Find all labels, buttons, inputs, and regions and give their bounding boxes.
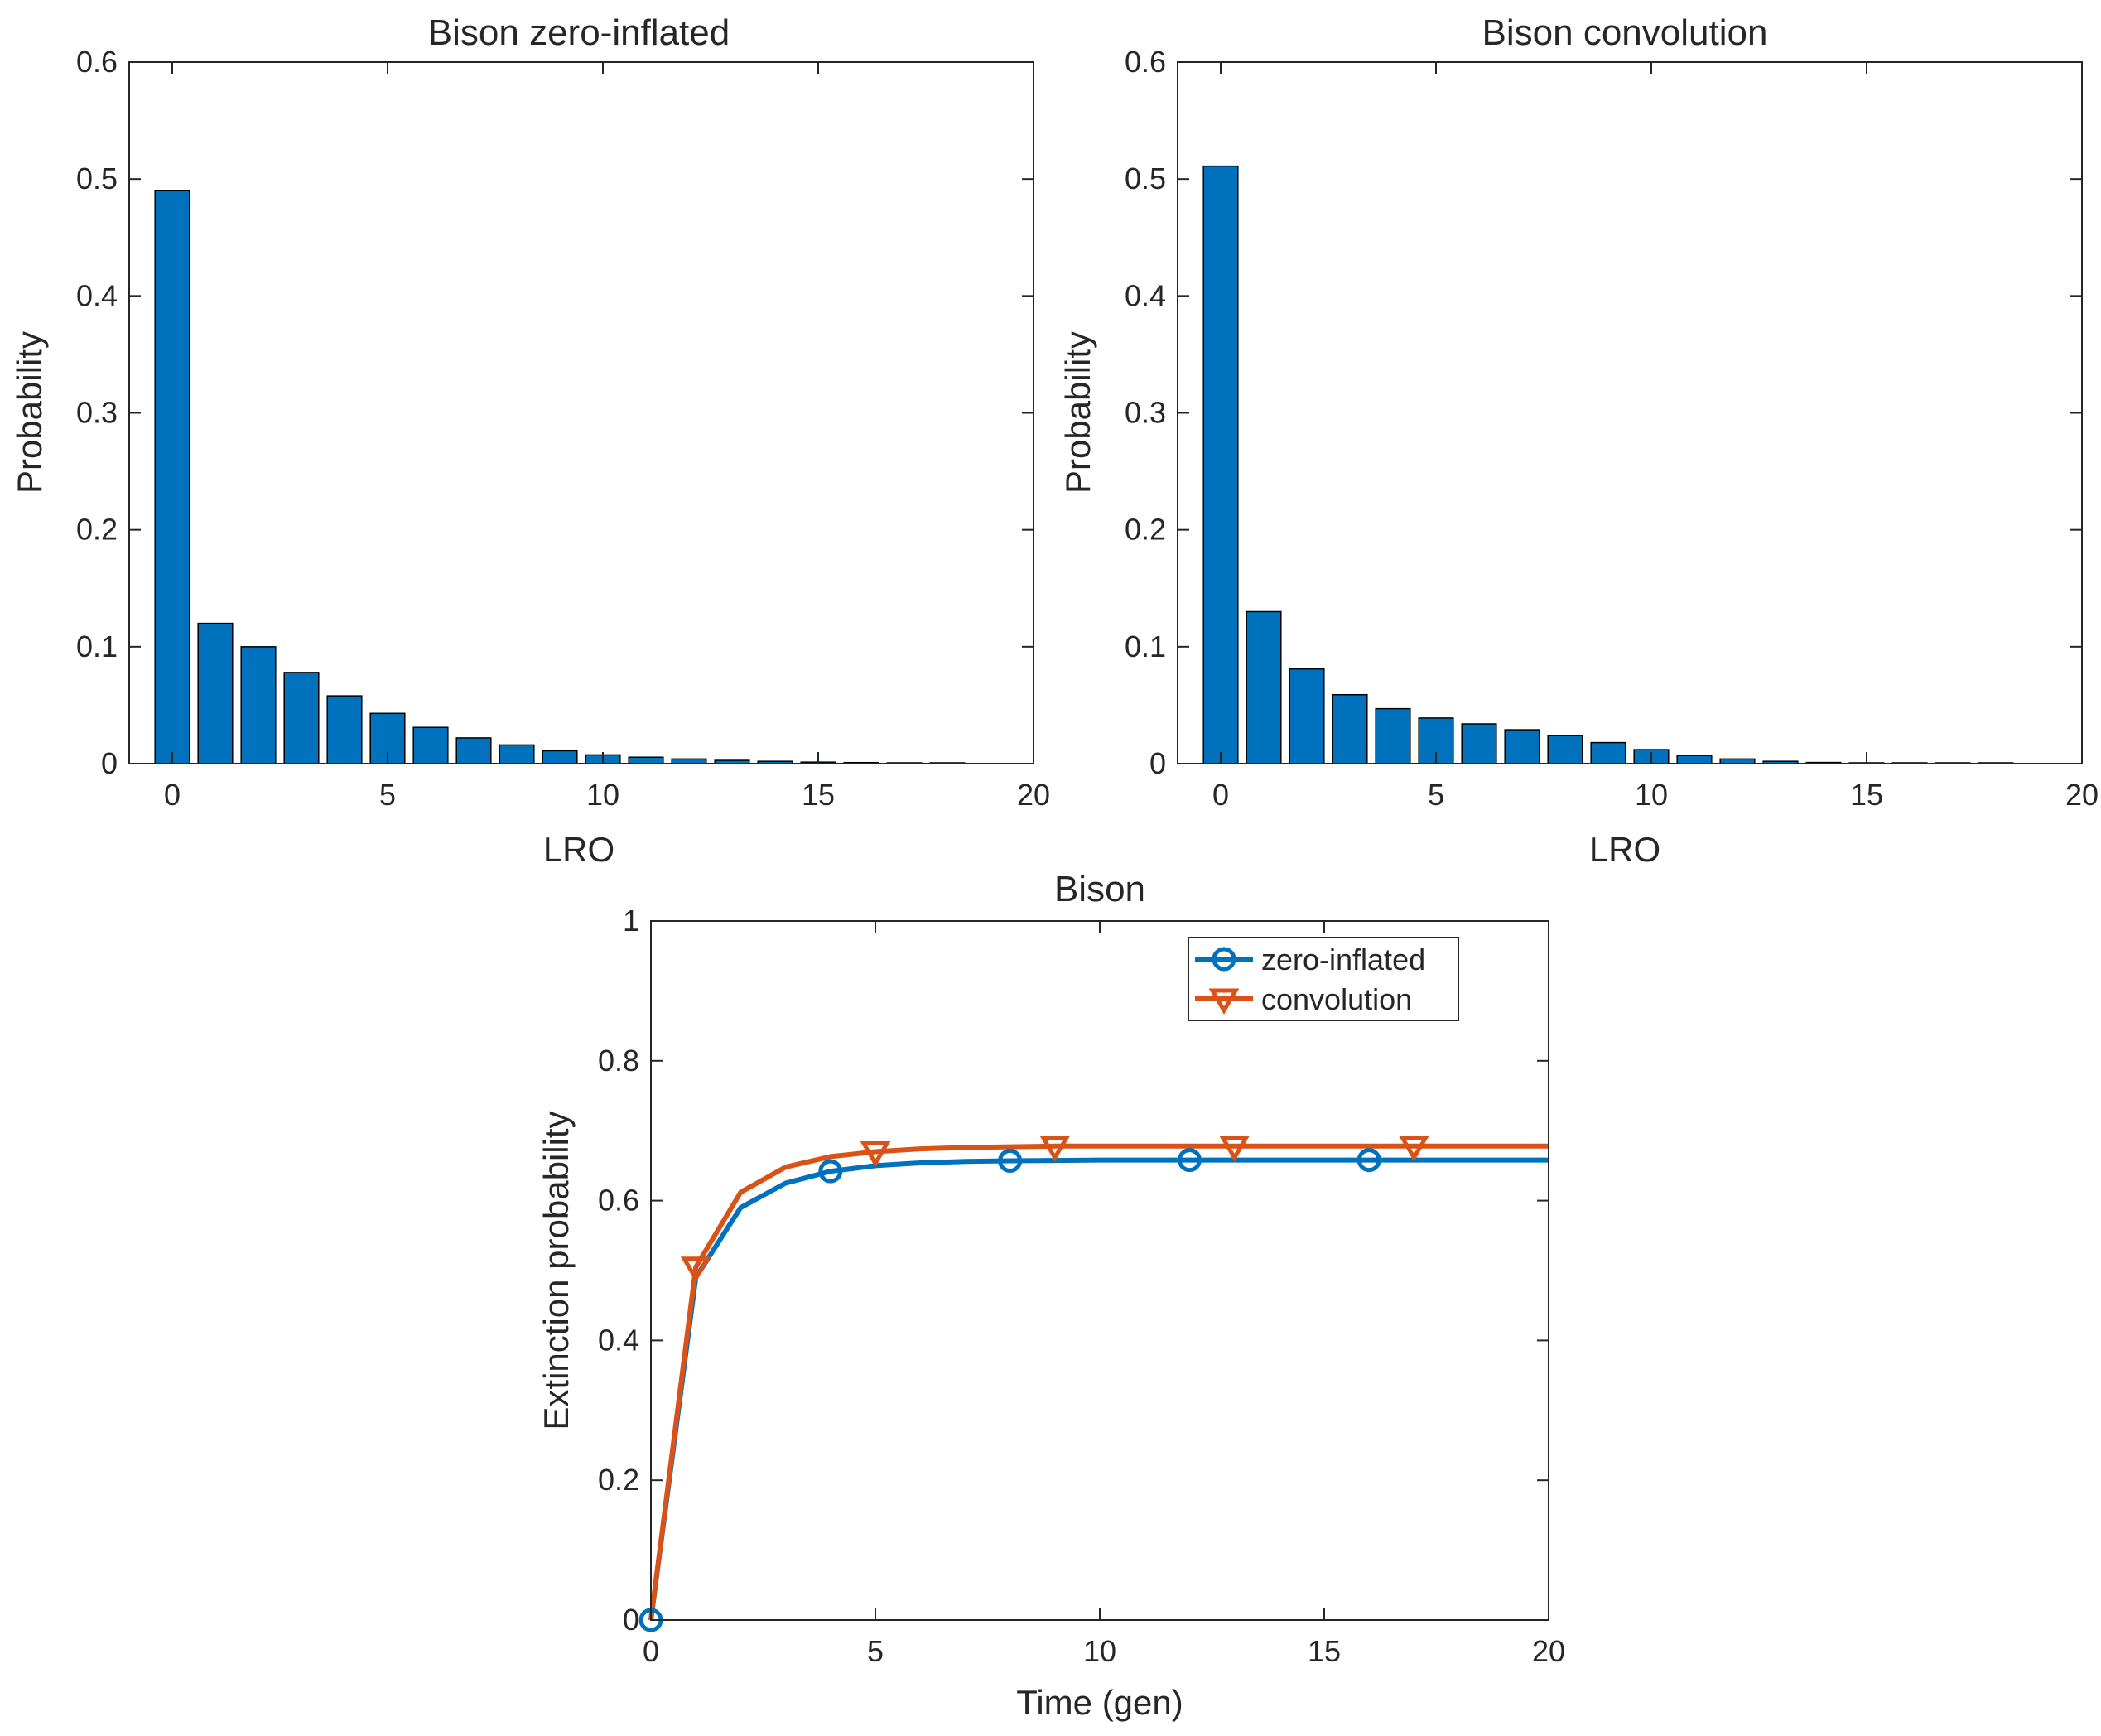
panel-extinction: Bison 0 0.2 0.4 0.6 0.8 1 0 5 10 15 20 Time (gen)… — [537, 869, 1565, 1722]
plot-area-frame — [128, 61, 1034, 764]
bar — [542, 750, 578, 764]
bar — [455, 737, 492, 764]
x-tick-label: 15 — [1308, 1634, 1341, 1668]
bar — [154, 190, 190, 764]
data-point-triangle — [1219, 1136, 1250, 1162]
y-tick-label: 0.1 — [1125, 629, 1166, 663]
y-tick-label: 0.2 — [598, 1463, 639, 1497]
data-point-circle — [1177, 1148, 1202, 1173]
series-line-convolution — [648, 1143, 1549, 1621]
x-tick-label: 15 — [802, 778, 835, 812]
series-line-zero-inflated — [648, 1157, 1549, 1621]
x-tick-label: 10 — [1635, 778, 1668, 812]
y-tick-label: 0.4 — [598, 1323, 639, 1357]
bar — [283, 672, 320, 764]
y-tick-label: 0.3 — [76, 396, 118, 430]
bar — [1246, 610, 1282, 764]
plot-area-frame — [650, 920, 1549, 1621]
y-tick-label: 0.5 — [76, 162, 118, 195]
y-tick-label: 0 — [623, 1603, 639, 1637]
y-tick-label: 0.3 — [1125, 396, 1166, 430]
x-tick-label: 0 — [643, 1634, 659, 1668]
data-point-triangle — [1399, 1136, 1429, 1162]
legend-marker-triangle — [1208, 988, 1240, 1015]
bar — [412, 726, 449, 764]
x-tick-label: 20 — [2065, 778, 2099, 812]
y-tick-label: 0.1 — [76, 629, 118, 663]
y-axis-ticks: 0 0.2 0.4 0.6 0.8 1 — [598, 904, 1549, 1637]
x-tick-label: 5 — [1428, 778, 1444, 812]
chart-title: Bison convolution — [1482, 12, 1768, 53]
y-axis-label: Probability — [10, 331, 49, 494]
x-tick-label: 0 — [1212, 778, 1229, 812]
bar — [1202, 165, 1239, 764]
x-axis-ticks: 0 5 10 15 20 — [164, 62, 1050, 812]
x-tick-label: 10 — [586, 778, 619, 812]
bar — [1590, 741, 1626, 764]
x-tick-label: 5 — [867, 1634, 884, 1668]
data-point-circle — [818, 1159, 843, 1184]
data-point-circle — [998, 1148, 1023, 1173]
panel-convolution: Bison convolution 0 0.1 0.2 0.3 0.4 0.5 0.6 0 5… — [1058, 12, 2099, 869]
bar — [499, 744, 535, 764]
y-axis-label: Probability — [1058, 331, 1097, 494]
x-axis-label: LRO — [1589, 830, 1660, 869]
bar — [1461, 723, 1497, 764]
y-tick-label: 0.2 — [76, 513, 118, 547]
line-series — [638, 1136, 1549, 1632]
bar — [1676, 755, 1713, 764]
legend-marker-circle — [1212, 947, 1236, 972]
bar — [628, 756, 664, 764]
y-tick-label: 1 — [623, 904, 639, 938]
bar-series — [1202, 165, 2014, 764]
y-tick-label: 0.6 — [598, 1184, 639, 1218]
y-tick-label: 0.5 — [1125, 162, 1166, 195]
legend-label-zero-inflated: zero-inflated — [1261, 943, 1425, 976]
chart-title: Bison zero-inflated — [428, 12, 730, 53]
legend-label-convolution: convolution — [1261, 982, 1412, 1016]
bar — [1504, 729, 1540, 764]
legend: zero-inflated convolution — [1188, 937, 1459, 1021]
data-point-triangle — [680, 1256, 711, 1283]
data-point-circle — [1356, 1148, 1381, 1173]
x-tick-label: 20 — [1532, 1634, 1565, 1668]
x-tick-label: 15 — [1850, 778, 1883, 812]
bar-series — [154, 190, 966, 764]
y-axis-ticks: 0 0.1 0.2 0.3 0.4 0.5 0.6 — [76, 45, 1034, 780]
y-tick-label: 0.2 — [1125, 513, 1166, 547]
x-tick-label: 20 — [1017, 778, 1050, 812]
data-point-triangle — [860, 1141, 891, 1168]
x-axis-ticks: 0 5 10 15 20 — [1212, 62, 2099, 812]
y-tick-label: 0.6 — [76, 45, 118, 79]
bar — [240, 646, 277, 764]
plot-area-frame — [1177, 61, 2083, 764]
bar — [1332, 693, 1368, 764]
bar — [1289, 668, 1325, 764]
y-tick-label: 0.4 — [76, 278, 118, 312]
x-tick-label: 5 — [379, 778, 396, 812]
x-axis-label: LRO — [543, 830, 614, 869]
x-tick-label: 10 — [1083, 1634, 1116, 1668]
y-tick-label: 0 — [101, 746, 118, 780]
panel-zero-inflated: Bison zero-inflated 00.10.20.30.40.50.6 … — [10, 12, 1050, 869]
chart-title: Bison — [1054, 869, 1145, 909]
y-axis-label: Extinction probability — [537, 1111, 576, 1430]
y-tick-label: 0 — [1149, 746, 1166, 780]
x-axis-ticks: 0 5 10 15 20 — [643, 921, 1565, 1668]
x-axis-label: Time (gen) — [1016, 1683, 1183, 1722]
bar — [197, 622, 234, 764]
x-tick-label: 0 — [164, 778, 181, 812]
y-tick-label: 0.6 — [1125, 45, 1166, 79]
bar — [1375, 707, 1411, 764]
bar — [326, 695, 363, 764]
y-tick-label: 0.8 — [598, 1044, 639, 1078]
bar — [1547, 735, 1583, 764]
legend-box — [1188, 937, 1459, 1021]
y-tick-label: 0.4 — [1125, 278, 1166, 312]
data-point-triangle — [1039, 1136, 1071, 1162]
